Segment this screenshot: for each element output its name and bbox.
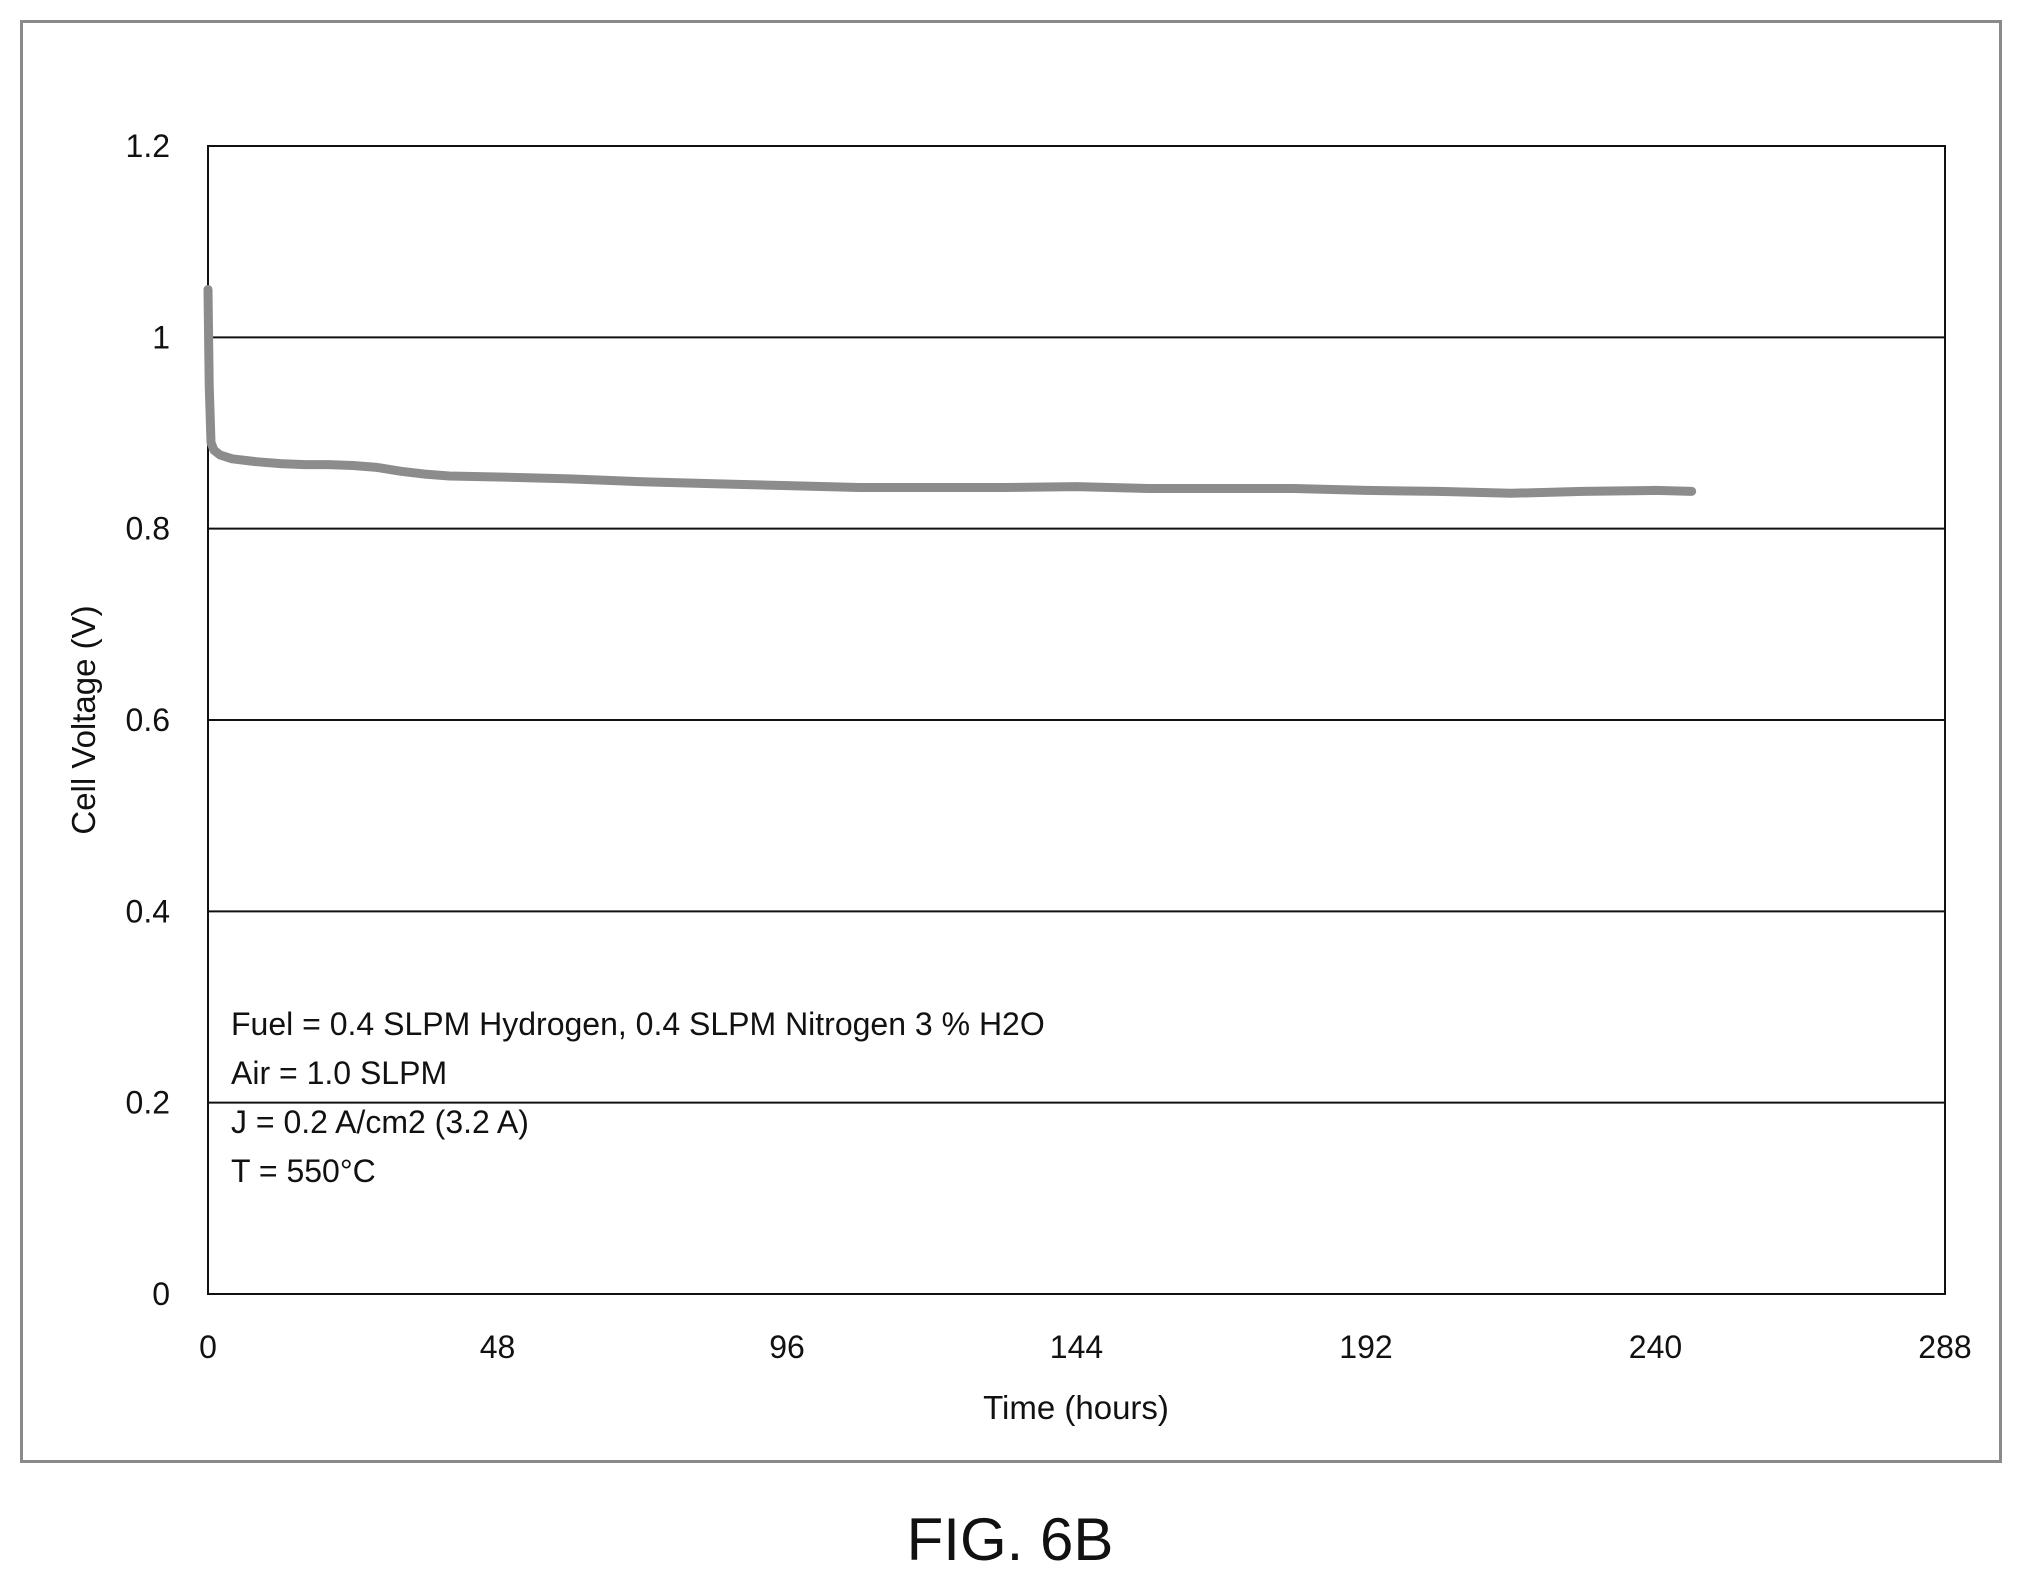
x-tick-label: 144 [1050, 1329, 1103, 1365]
y-tick-label: 0.8 [126, 511, 170, 547]
x-tick-label: 0 [199, 1329, 217, 1365]
y-tick-label: 1 [152, 319, 170, 355]
chart-frame: 0 0.2 0.4 0.6 0.8 1 1.2 0 48 96 144 192 240 288 Time… [20, 20, 2002, 1463]
y-tick-label: 0.6 [126, 702, 170, 738]
y-tick-labels: 0 0.2 0.4 0.6 0.8 1 1.2 [126, 128, 170, 1312]
x-tick-label: 240 [1629, 1329, 1682, 1365]
grid-lines [208, 336, 1945, 1104]
x-tick-label: 192 [1339, 1329, 1392, 1365]
annotation-line: J = 0.2 A/cm2 (3.2 A) [231, 1104, 529, 1140]
figure-caption: FIG. 6B [906, 1506, 1114, 1573]
voltage-series-line [203, 285, 1697, 498]
annotation-line: Air = 1.0 SLPM [231, 1055, 447, 1091]
x-axis-title: Time (hours) [983, 1389, 1169, 1426]
y-tick-label: 0.4 [126, 893, 170, 929]
y-axis-title: Cell Voltage (V) [65, 605, 102, 834]
x-tick-label: 288 [1918, 1329, 1971, 1365]
annotation-block: Fuel = 0.4 SLPM Hydrogen, 0.4 SLPM Nitro… [231, 1006, 1045, 1189]
y-tick-label: 0 [152, 1276, 170, 1312]
series-layer [203, 285, 1697, 498]
annotation-line: T = 550°C [231, 1153, 376, 1189]
line-chart: 0 0.2 0.4 0.6 0.8 1 1.2 0 48 96 144 192 240 288 Time… [65, 128, 1972, 1426]
annotation-line: Fuel = 0.4 SLPM Hydrogen, 0.4 SLPM Nitro… [231, 1006, 1045, 1042]
x-tick-label: 96 [769, 1329, 805, 1365]
y-tick-label: 1.2 [126, 128, 170, 164]
x-tick-labels: 0 48 96 144 192 240 288 [199, 1329, 1972, 1365]
y-tick-label: 0.2 [126, 1085, 170, 1121]
x-tick-label: 48 [480, 1329, 516, 1365]
